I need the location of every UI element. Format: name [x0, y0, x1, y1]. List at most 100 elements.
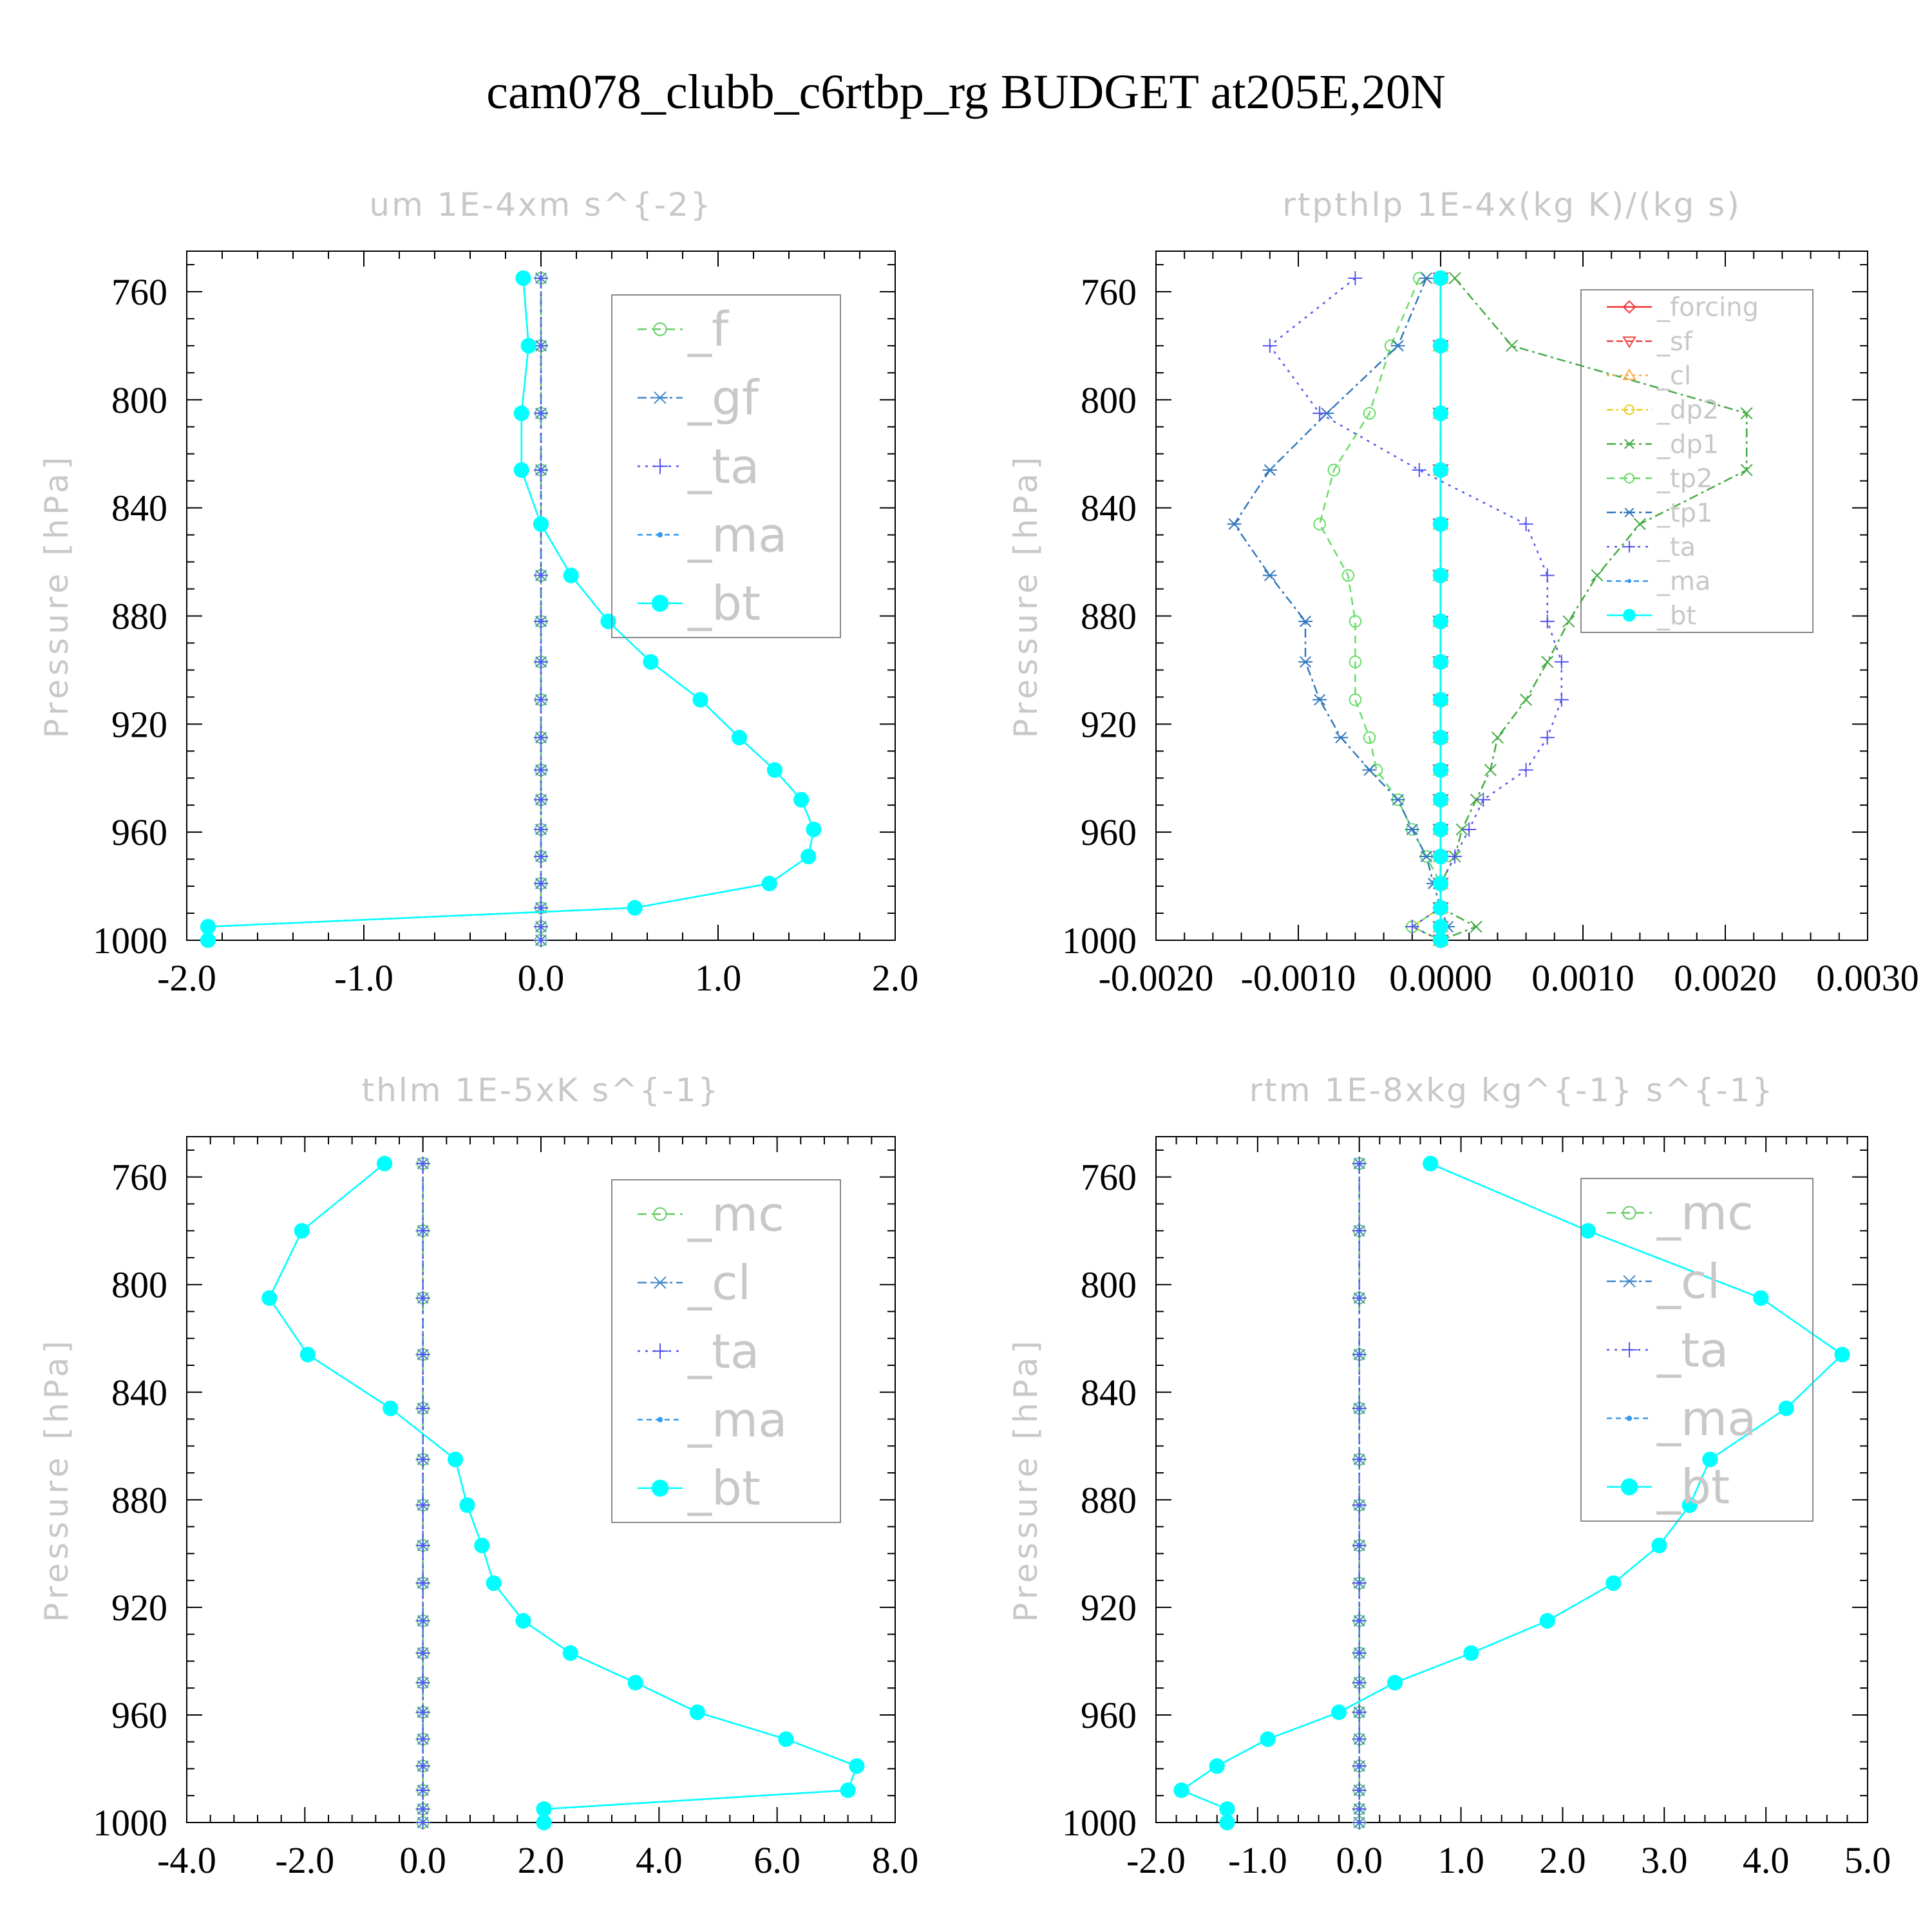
data-point: [534, 730, 548, 745]
y-tick-label: 760: [1081, 271, 1137, 313]
data-point: [299, 1347, 316, 1363]
y-tick-label: 760: [111, 1157, 167, 1198]
x-tick-label: -2.0: [157, 957, 216, 999]
legend-marker: [1622, 368, 1636, 381]
data-point: [1331, 1704, 1347, 1720]
data-point: [1352, 1732, 1367, 1747]
data-point: [536, 1801, 552, 1817]
data-point: [1448, 849, 1463, 864]
data-point: [415, 1538, 430, 1553]
data-point: [534, 692, 548, 707]
plot-frame-rtm: [1155, 1136, 1868, 1823]
data-point: [1778, 1400, 1794, 1416]
data-point: [534, 762, 548, 777]
data-point: [415, 1675, 430, 1690]
data-point: [1349, 656, 1362, 668]
x-tick-label: 8.0: [872, 1839, 919, 1881]
data-point: [1298, 615, 1313, 627]
data-point: [1651, 1537, 1667, 1553]
data-point: [415, 1224, 430, 1238]
y-tick-label: 880: [1081, 595, 1137, 637]
panel-thlm: thlm 1E-5xK s^{-1} Pressure [hPa] -4.0 -2.0…: [38, 1072, 918, 1881]
y-tick-label: 880: [1081, 1479, 1137, 1521]
legend-label: _cl: [687, 1256, 751, 1311]
legend-marker: [652, 1276, 668, 1289]
legend-label: _gf: [687, 371, 760, 426]
data-point: [383, 1400, 399, 1416]
data-point: [534, 406, 548, 421]
data-point: [692, 692, 708, 708]
data-point: [533, 516, 549, 532]
data-point: [534, 270, 548, 285]
data-point: [534, 792, 548, 807]
y-tick-label: 960: [1081, 811, 1137, 853]
data-point: [1432, 567, 1449, 583]
data-point: [1554, 654, 1569, 669]
data-point: [1432, 791, 1449, 808]
legend-marker: [652, 391, 668, 404]
data-point: [415, 1783, 430, 1797]
legend-label: _ta: [1656, 1323, 1728, 1378]
data-point: [1432, 692, 1449, 708]
y-tick-label: 960: [111, 811, 167, 853]
legend-marker: [652, 459, 668, 474]
data-point: [1432, 848, 1449, 865]
panel-title-thlm: thlm 1E-5xK s^{-1}: [362, 1072, 721, 1109]
data-point: [1352, 1498, 1367, 1513]
data-point: [1462, 822, 1477, 837]
legend-label: _tp1: [1656, 498, 1713, 528]
data-point: [1352, 1452, 1367, 1467]
data-point: [1470, 920, 1482, 933]
legend-box: [611, 294, 841, 638]
y-tick-label: 800: [111, 379, 167, 421]
data-point: [1432, 875, 1449, 891]
data-point: [643, 654, 659, 670]
legend-label: _ma: [1656, 1391, 1756, 1446]
data-point: [1419, 850, 1434, 862]
data-point: [534, 849, 548, 864]
data-point: [534, 462, 548, 477]
data-point: [415, 1759, 430, 1774]
y-tick-label: 880: [111, 1479, 167, 1521]
data-point: [415, 1347, 430, 1362]
x-tick-label: 2.0: [872, 957, 919, 999]
legend-thlm: _mc _cl _ta _ma _bt: [611, 1179, 841, 1523]
y-axis-label-um: Pressure [hPa]: [38, 453, 75, 739]
data-point: [731, 730, 748, 746]
panel-title-um: um 1E-4xm s^{-2}: [369, 186, 712, 223]
x-tick-label: 5.0: [1844, 1839, 1891, 1881]
data-point: [1432, 654, 1449, 670]
series-line: [207, 278, 815, 940]
x-tick-label: -2.0: [1126, 1839, 1186, 1881]
legend-label: _dp2: [1656, 395, 1719, 425]
data-point: [1740, 464, 1753, 477]
data-point: [1209, 1758, 1225, 1774]
legend-label: _forcing: [1656, 293, 1759, 323]
legend-marker: [1624, 439, 1634, 450]
data-point: [1702, 1452, 1718, 1468]
legend-marker: [652, 1343, 668, 1359]
legend-label: _ma: [1656, 567, 1710, 596]
data-point: [761, 875, 777, 891]
data-point: [1540, 568, 1555, 583]
data-point: [1519, 762, 1533, 777]
data-point: [1352, 1576, 1367, 1591]
series-rtm-bt: [1173, 1155, 1850, 1831]
data-point: [1352, 1675, 1367, 1690]
data-point: [1476, 792, 1491, 807]
x-tick-label: 0.0010: [1531, 957, 1634, 999]
series-thlm-ta: [415, 1156, 430, 1830]
data-point: [1334, 732, 1349, 744]
x-tick-label: 4.0: [1743, 1839, 1790, 1881]
data-point: [1219, 1814, 1235, 1831]
data-point: [1352, 1613, 1367, 1628]
data-point: [415, 1645, 430, 1660]
data-point: [1633, 518, 1646, 531]
legend-rtpthlp: _forcing _sf _cl _dp2 _dp1 _tp2 _tp1 _ta _ma _bt: [1580, 289, 1814, 633]
x-tick-label: 0.0: [399, 1839, 446, 1881]
legend-um: _f _gf _ta _ma _bt: [611, 294, 841, 638]
legend-box: [611, 1179, 841, 1523]
x-tick-label: 2.0: [1539, 1839, 1586, 1881]
plot-frame-rtpthlp: [1155, 251, 1868, 941]
x-tick-label: -2.0: [275, 1839, 334, 1881]
